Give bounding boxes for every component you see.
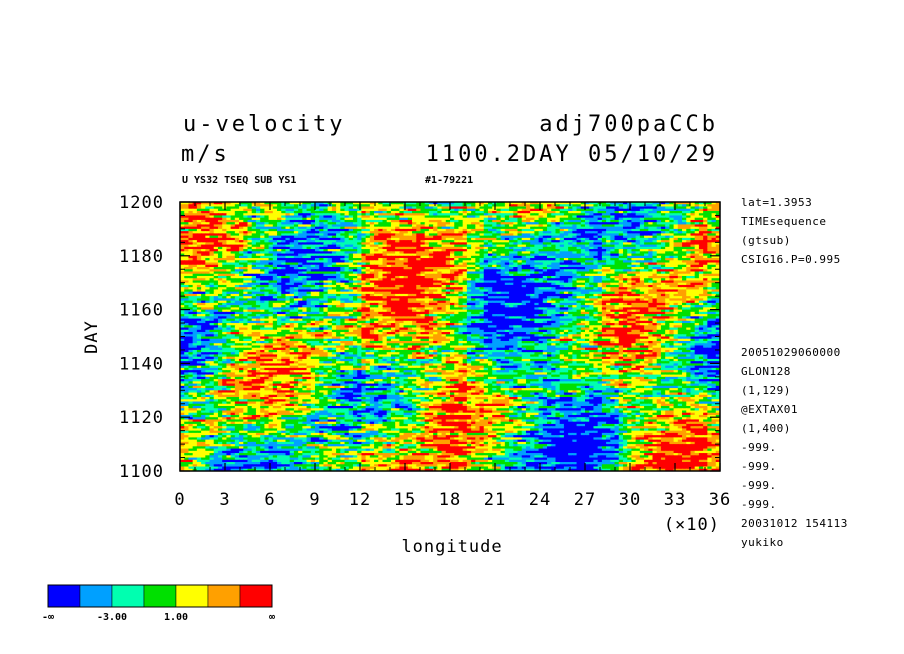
subtitle-right: #1-79221 xyxy=(425,175,473,186)
subtitle-left: U YS32 TSEQ SUB YS1 xyxy=(182,175,296,186)
variable-title: u-velocity xyxy=(183,112,345,137)
experiment-title: adj700paCCb xyxy=(539,112,718,137)
time-label: 1100.2DAY 05/10/29 xyxy=(426,142,718,167)
heatmap-cells xyxy=(180,202,721,472)
units-label: m/s xyxy=(181,142,230,167)
